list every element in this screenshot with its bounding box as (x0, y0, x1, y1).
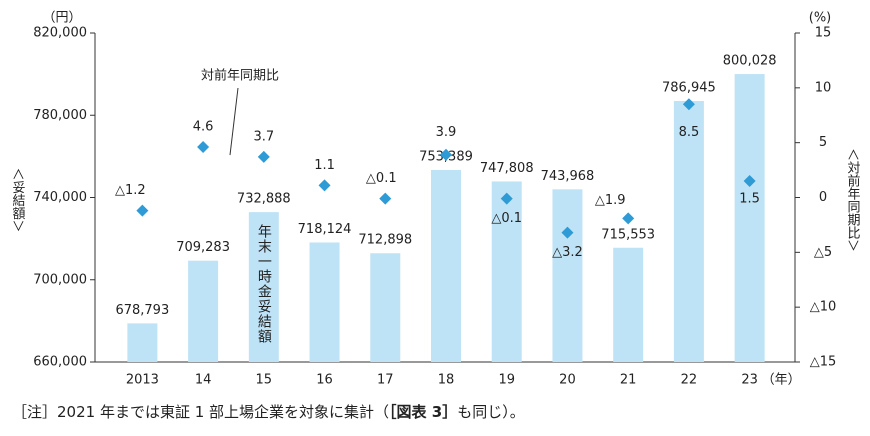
footnote-part: も同じ）。 (457, 403, 525, 421)
line-value-label: 8.5 (679, 125, 700, 140)
y2-tick-label: 10 (815, 80, 832, 95)
line-marker (197, 141, 210, 154)
bar (734, 74, 765, 362)
x-tick-label: 17 (377, 373, 394, 388)
line-value-label: △1.2 (115, 183, 146, 198)
y-tick-label: 780,000 (33, 108, 87, 123)
y-tick-label: 660,000 (33, 355, 87, 370)
y-tick-label: 700,000 (33, 272, 87, 287)
line-marker (682, 98, 695, 111)
line-marker (622, 212, 635, 225)
x-tick-label: 18 (438, 373, 455, 388)
line-marker (257, 150, 270, 163)
x-tick-label: 21 (620, 373, 637, 388)
line-marker (500, 192, 513, 205)
x-tick-label: 19 (498, 373, 515, 388)
line-marker (318, 179, 331, 192)
line-value-label: 3.7 (253, 129, 274, 144)
bar-value-label: 712,898 (358, 233, 412, 248)
bar-value-label: 715,553 (601, 227, 655, 242)
line-value-label: 1.5 (739, 192, 760, 207)
x-tick-label: 2013 (126, 373, 159, 388)
y2-tick-label: △5 (814, 245, 832, 260)
x-tick-label: 14 (195, 373, 212, 388)
y2-tick-label: 5 (819, 135, 827, 150)
line-marker (136, 204, 149, 217)
line-value-label: 4.6 (193, 120, 214, 135)
line-value-label: 1.1 (314, 158, 335, 173)
bar-value-label: 786,945 (662, 80, 716, 95)
bar (188, 260, 219, 362)
y2-axis-title: ＜対前年同期比＞ (845, 148, 861, 252)
callout-leader (229, 87, 239, 156)
bar-value-label: 678,793 (115, 303, 169, 318)
bar-value-label: 718,124 (298, 222, 352, 237)
footnote-part: ［図表 3］ (389, 403, 457, 421)
line-marker (561, 226, 574, 239)
line-marker (743, 175, 756, 188)
x-tick-label: 22 (681, 373, 698, 388)
y-tick-label: 740,000 (33, 190, 87, 205)
y2-tick-label: 15 (815, 26, 832, 41)
line-marker (379, 192, 392, 205)
x-tick-label: 15 (256, 373, 273, 388)
x-tick-label: 20 (559, 373, 576, 388)
bar-value-label: 732,888 (237, 192, 291, 207)
bar-value-label: 747,808 (480, 161, 534, 176)
bar (248, 212, 279, 362)
line-marker (440, 148, 452, 161)
bar (127, 323, 158, 362)
y2-tick-label: △10 (810, 300, 837, 315)
y-tick-label: 820,000 (33, 26, 87, 41)
y-axis-title: ＜妥結額＞ (10, 167, 26, 232)
bar (673, 100, 704, 362)
footnote-part: ［注］2021 年までは東証 1 部上場企業を対象に集計（ (12, 403, 389, 421)
y2-tick-label: 0 (819, 190, 827, 205)
y-unit: （円） (42, 11, 81, 26)
bar (431, 169, 461, 362)
line-value-label: △1.9 (595, 193, 626, 208)
footnote: ［注］2021 年までは東証 1 部上場企業を対象に集計（［図表 3］も同じ）。 (12, 403, 525, 421)
x-tick-label: 16 (316, 373, 333, 388)
line-series-label: 対前年同期比 (201, 68, 279, 84)
bar-value-label: 743,968 (541, 169, 595, 184)
line-value-label: △3.2 (552, 245, 583, 260)
line-value-label: △0.1 (366, 171, 397, 186)
line-value-label: 3.9 (436, 125, 457, 140)
bar-series-label: 年末一時金妥結額 (256, 224, 272, 344)
x-tick-label: 23 (741, 373, 758, 388)
bar-value-label: 800,028 (723, 54, 777, 69)
bar-value-label: 709,283 (176, 240, 230, 255)
bar (552, 189, 583, 362)
line-value-label: △0.1 (491, 211, 522, 226)
bar (613, 247, 644, 362)
bar (309, 242, 340, 362)
x-unit: （年） (762, 373, 801, 388)
y2-tick-label: △15 (810, 355, 837, 370)
bar (370, 253, 401, 362)
y2-unit: (%) (809, 11, 832, 26)
bar (491, 181, 522, 362)
